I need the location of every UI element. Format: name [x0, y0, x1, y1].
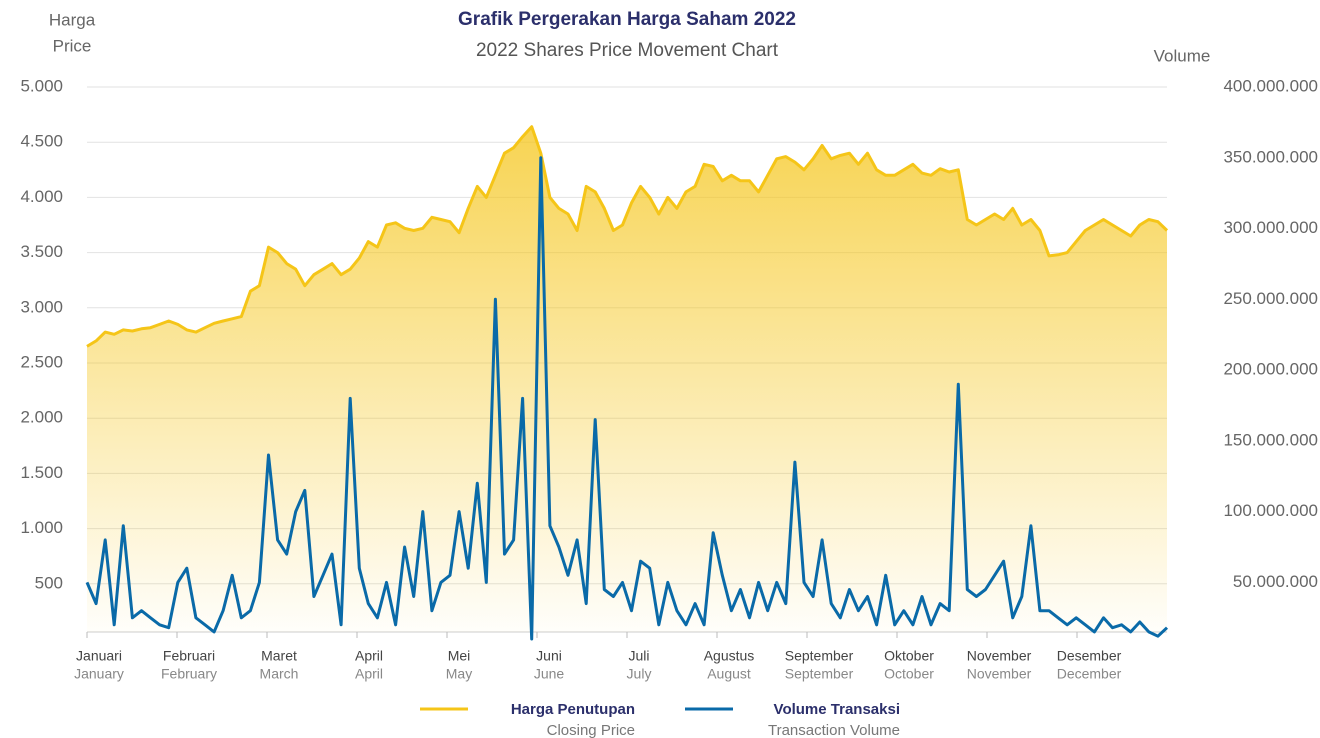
x-tick-label-en: July [627, 666, 652, 682]
line [85, 156, 1169, 641]
y2-axis-label: Volume [1154, 46, 1211, 65]
x-tick-label-en: October [884, 666, 934, 682]
x-tick-label: Desember [1057, 648, 1122, 664]
y2-tick-label: 300.000.000 [1223, 218, 1318, 237]
y-tick-label: 3.500 [20, 242, 63, 261]
y2-tick-label: 50.000.000 [1233, 572, 1318, 591]
y-tick-label: 3.000 [20, 297, 63, 316]
x-tick-label: Oktober [884, 648, 934, 664]
x-tick-label: Agustus [704, 648, 755, 664]
y-tick-label: 2.500 [20, 352, 63, 371]
x-tick-label: Februari [163, 648, 215, 664]
y2-tick-label: 250.000.000 [1223, 289, 1318, 308]
x-tick-label-en: August [707, 666, 751, 682]
x-tick-label-en: January [74, 666, 124, 682]
x-tick-label-en: December [1057, 666, 1122, 682]
x-tick-label: Juni [536, 648, 562, 664]
chart-subtitle: 2022 Shares Price Movement Chart [476, 40, 779, 61]
y-tick-label: 4.500 [20, 132, 63, 151]
legend-label-en: Transaction Volume [768, 722, 900, 738]
x-tick-label: November [967, 648, 1032, 664]
chart-title: Grafik Pergerakan Harga Saham 2022 [458, 9, 796, 30]
line [86, 125, 1169, 348]
x-tick-label-en: June [534, 666, 565, 682]
x-tick-label-en: March [260, 666, 299, 682]
y-tick-label: 1.000 [20, 518, 63, 537]
y-tick-label: 500 [35, 573, 63, 592]
y2-tick-label: 200.000.000 [1223, 360, 1318, 379]
y-tick-label: 5.000 [20, 76, 63, 95]
x-tick-label: April [355, 648, 383, 664]
x-tick-label: Januari [76, 648, 122, 664]
x-tick-label: Juli [628, 648, 649, 664]
y-axis-label: Harga [49, 10, 96, 29]
x-tick-label: September [785, 648, 854, 664]
legend-label: Volume Transaksi [774, 701, 900, 718]
area [87, 126, 1167, 632]
x-tick-label-en: April [355, 666, 383, 682]
x-tick-label-en: November [967, 666, 1032, 682]
x-tick-label-en: May [446, 666, 472, 682]
y2-tick-label: 150.000.000 [1223, 430, 1318, 449]
x-tick-label: Maret [261, 648, 297, 664]
x-tick-label-en: February [161, 666, 217, 682]
legend-label: Harga Penutupan [511, 701, 635, 718]
y2-tick-label: 400.000.000 [1223, 76, 1318, 95]
y2-tick-label: 100.000.000 [1223, 501, 1318, 520]
legend-label-en: Closing Price [547, 722, 635, 738]
y2-tick-label: 350.000.000 [1223, 147, 1318, 166]
y-axis-label-en: Price [53, 36, 92, 55]
y-tick-label: 1.500 [20, 463, 63, 482]
y-tick-label: 2.000 [20, 408, 63, 427]
x-tick-label: Mei [448, 648, 471, 664]
x-tick-label-en: September [785, 666, 854, 682]
y-tick-label: 4.000 [20, 187, 63, 206]
